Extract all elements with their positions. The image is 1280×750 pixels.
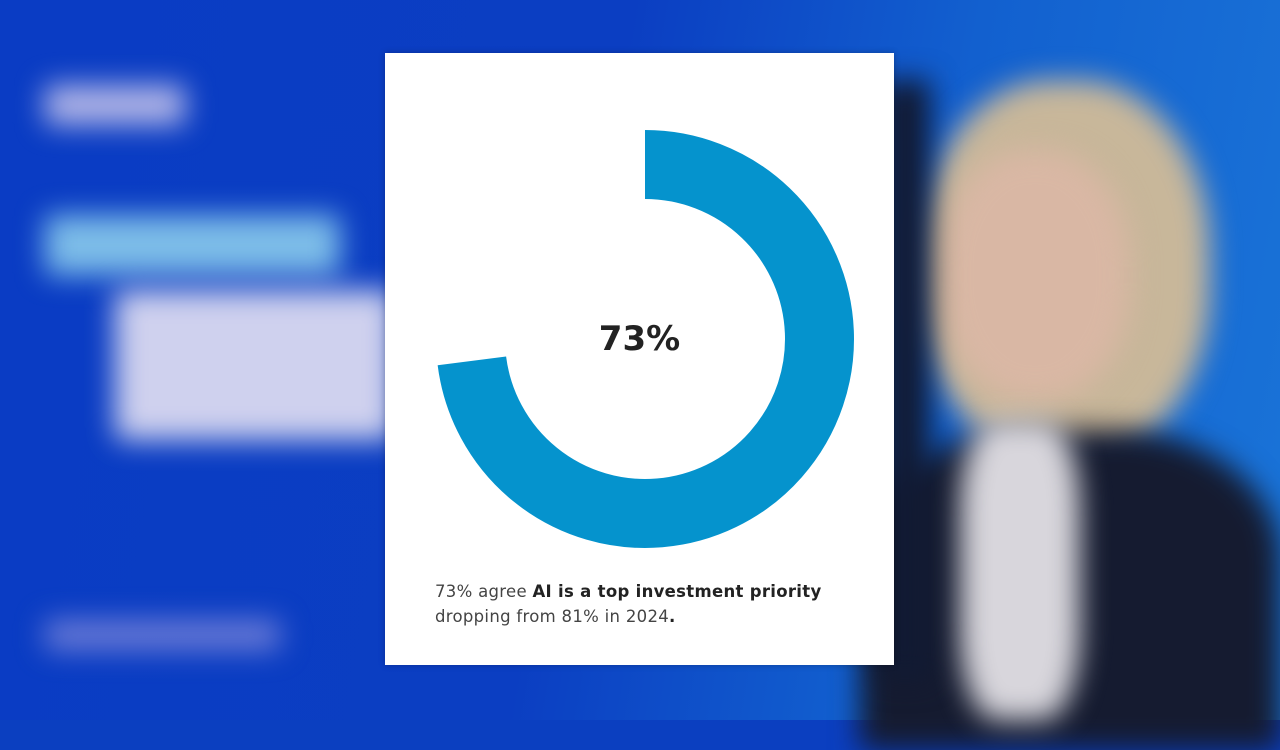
- caption-line2: dropping from 81% in 2024: [435, 607, 670, 626]
- chart-caption: 73% agree AI is a top investment priorit…: [435, 579, 822, 629]
- donut-segment-value: [437, 130, 854, 548]
- caption-end: .: [669, 607, 676, 626]
- donut-chart: [437, 130, 854, 548]
- blurred-subtitle: [45, 215, 340, 275]
- center-value-label: 73%: [598, 319, 681, 359]
- blurred-heading: [115, 290, 395, 440]
- caption-bold: AI is a top investment priority: [532, 582, 822, 601]
- blurred-person-face: [940, 150, 1130, 400]
- chart-card: 73% 73% agree AI is a top investment pri…: [385, 53, 894, 665]
- blurred-logo: [45, 85, 185, 125]
- caption-prefix: 73% agree: [435, 582, 533, 601]
- blurred-footer-text: [45, 620, 280, 650]
- blurred-person-shirt: [960, 420, 1080, 720]
